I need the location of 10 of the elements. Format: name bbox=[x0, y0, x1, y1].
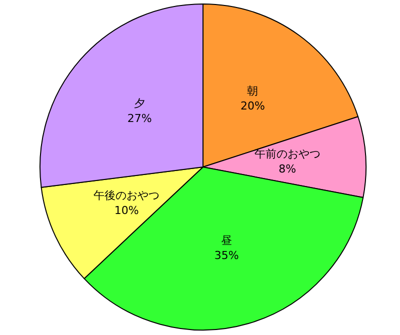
slice-label: 昼 bbox=[221, 234, 232, 248]
slice-label: 朝 bbox=[247, 84, 258, 98]
data-label: 27% bbox=[127, 112, 152, 126]
data-label: 35% bbox=[214, 249, 239, 262]
data-label: 20% bbox=[240, 100, 265, 113]
slice-label: 午後のおやつ bbox=[94, 188, 160, 202]
data-label: 8% bbox=[278, 162, 296, 176]
data-label: 10% bbox=[114, 204, 139, 217]
slice-label: 午前のおやつ bbox=[254, 148, 320, 161]
slice-label: 夕 bbox=[134, 97, 146, 110]
